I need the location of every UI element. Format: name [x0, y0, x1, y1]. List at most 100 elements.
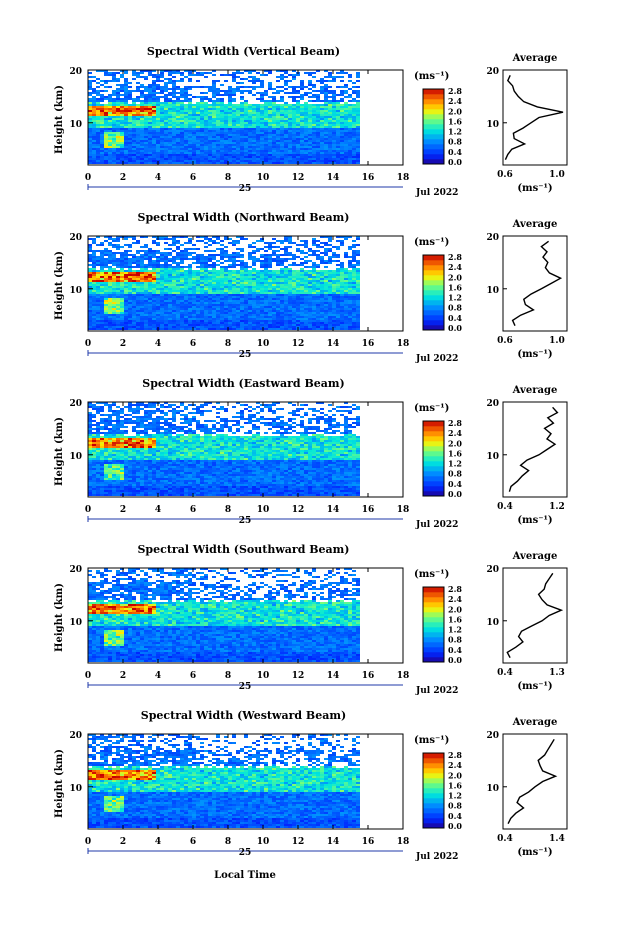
heatmap-cell	[348, 108, 352, 110]
heatmap-cell	[160, 288, 164, 290]
heatmap-cell	[312, 104, 316, 106]
heatmap-cell	[352, 98, 356, 100]
heatmap-cell	[112, 270, 116, 272]
heatmap-cell	[264, 314, 268, 316]
heatmap-cell	[216, 156, 220, 158]
heatmap-cell	[212, 82, 216, 84]
heatmap-cell	[92, 328, 96, 330]
heatmap-cell	[132, 302, 136, 304]
heatmap-cell	[92, 98, 96, 100]
heatmap-cell	[156, 294, 160, 296]
heatmap-cell	[292, 122, 296, 124]
heatmap-cell	[184, 100, 188, 102]
heatmap-cell	[276, 116, 280, 118]
heatmap-cell	[340, 140, 344, 142]
heatmap-cell	[88, 106, 92, 108]
heatmap-cell	[208, 292, 212, 294]
heatmap-cell	[164, 84, 168, 86]
heatmap-cell	[196, 146, 200, 148]
heatmap-cell	[156, 108, 160, 110]
heatmap-cell	[244, 148, 248, 150]
heatmap-cell	[152, 112, 156, 114]
heatmap-cell	[220, 110, 224, 112]
heatmap-cell	[112, 324, 116, 326]
heatmap-cell	[88, 312, 92, 314]
heatmap-cell	[196, 314, 200, 316]
heatmap-cell	[208, 106, 212, 108]
heatmap-cell	[160, 304, 164, 306]
heatmap-cell	[348, 142, 352, 144]
heatmap-cell	[232, 130, 236, 132]
heatmap-cell	[244, 142, 248, 144]
heatmap-cell	[284, 238, 288, 240]
heatmap-cell	[344, 108, 348, 110]
heatmap-cell	[136, 96, 140, 98]
heatmap-cell	[300, 124, 304, 126]
heatmap-cell	[244, 90, 248, 92]
heatmap-cell	[268, 116, 272, 118]
heatmap-cell	[108, 278, 112, 280]
heatmap-cell	[328, 128, 332, 130]
heatmap-cell	[304, 272, 308, 274]
heatmap-cell	[136, 312, 140, 314]
heatmap-cell	[96, 298, 100, 300]
heatmap-cell	[148, 148, 152, 150]
heatmap-cell	[180, 106, 184, 108]
heatmap-cell	[116, 310, 120, 312]
heatmap-cell	[128, 130, 132, 132]
heatmap-cell	[268, 288, 272, 290]
heatmap-cell	[340, 152, 344, 154]
heatmap-cell	[100, 144, 104, 146]
heatmap-cell	[232, 320, 236, 322]
heatmap-cell	[136, 314, 140, 316]
heatmap-cell	[216, 90, 220, 92]
heatmap-cell	[116, 266, 120, 268]
heatmap-cell	[268, 82, 272, 84]
heatmap-cell	[120, 106, 124, 108]
heatmap-cell	[200, 158, 204, 160]
heatmap-cell	[116, 128, 120, 130]
heatmap-cell	[312, 106, 316, 108]
heatmap-cell	[108, 122, 112, 124]
heatmap-cell	[124, 86, 128, 88]
heatmap-cell	[232, 262, 236, 264]
heatmap-cell	[284, 288, 288, 290]
heatmap-cell	[164, 160, 168, 162]
heatmap-cell	[100, 158, 104, 160]
heatmap-cell	[308, 294, 312, 296]
heatmap-cell	[224, 290, 228, 292]
heatmap-cell	[256, 292, 260, 294]
heatmap-cell	[300, 106, 304, 108]
heatmap-cell	[344, 152, 348, 154]
heatmap-cell	[224, 154, 228, 156]
heatmap-cell	[100, 114, 104, 116]
heatmap-cell	[224, 108, 228, 110]
heatmap-cell	[172, 242, 176, 244]
heatmap-cell	[184, 290, 188, 292]
heatmap-cell	[176, 312, 180, 314]
heatmap-cell	[164, 242, 168, 244]
heatmap-cell	[276, 262, 280, 264]
heatmap-cell	[296, 294, 300, 296]
heatmap-cell	[260, 254, 264, 256]
heatmap-cell	[156, 112, 160, 114]
heatmap-cell	[240, 320, 244, 322]
heatmap-cell	[320, 108, 324, 110]
heatmap-cell	[172, 152, 176, 154]
heatmap-cell	[112, 252, 116, 254]
heatmap-cell	[196, 108, 200, 110]
heatmap-cell	[144, 116, 148, 118]
heatmap-cell	[216, 284, 220, 286]
heatmap-cell	[204, 156, 208, 158]
heatmap-cell	[208, 148, 212, 150]
heatmap-cell	[88, 132, 92, 134]
heatmap-cell	[216, 154, 220, 156]
heatmap-cell	[168, 150, 172, 152]
heatmap-cell	[324, 146, 328, 148]
heatmap-cell	[208, 126, 212, 128]
heatmap-cell	[284, 72, 288, 74]
heatmap-cell	[128, 328, 132, 330]
heatmap-cell	[176, 102, 180, 104]
heatmap-cell	[200, 72, 204, 74]
heatmap-cell	[272, 120, 276, 122]
